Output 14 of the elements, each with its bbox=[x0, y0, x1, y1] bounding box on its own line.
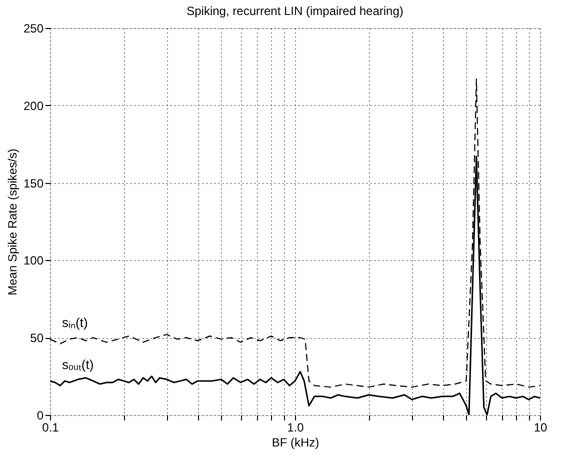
chart-title: Spiking, recurrent LIN (impaired hearing) bbox=[186, 4, 404, 18]
y-tick-label: 0 bbox=[36, 408, 44, 422]
series-label: sᵢₙ(t) bbox=[62, 315, 88, 330]
y-tick-label: 200 bbox=[23, 98, 44, 113]
y-tick-label: 150 bbox=[23, 176, 44, 190]
x-tick-label: 10 bbox=[534, 420, 548, 434]
y-tick-label: 250 bbox=[23, 22, 44, 36]
x-axis-title: BF (kHz) bbox=[272, 436, 320, 450]
x-tick-label: 0.1 bbox=[42, 420, 60, 434]
y-tick-label: 50 bbox=[30, 331, 44, 346]
series-label: sₒᵤₜ(t) bbox=[62, 356, 94, 372]
y-axis-title: Mean Spike Rate (spikes/s) bbox=[5, 148, 20, 296]
x-tick-label: 1.0 bbox=[287, 420, 304, 434]
y-tick-label: 100 bbox=[23, 254, 44, 268]
